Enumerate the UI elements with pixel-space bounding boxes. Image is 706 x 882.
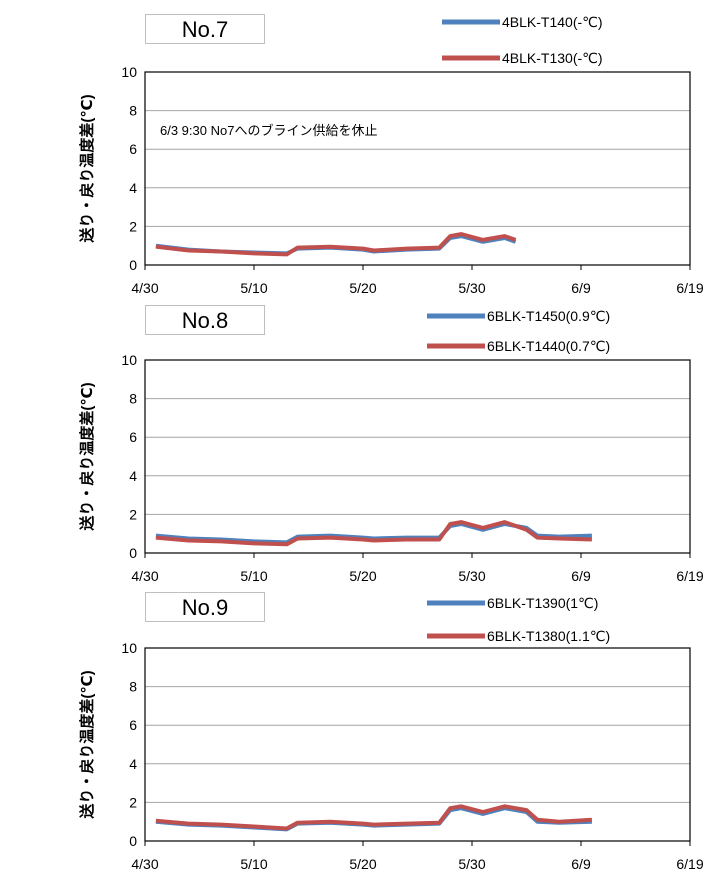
- x-tick-label: 6/19: [676, 280, 703, 296]
- legend-entry: 6BLK-T1390(1℃): [487, 595, 598, 611]
- y-tick-label: 0: [129, 545, 137, 561]
- plot-frame: [144, 647, 691, 842]
- y-tick-label: 10: [121, 64, 137, 80]
- y-tick-label: 2: [129, 794, 137, 810]
- y-tick-label: 2: [129, 218, 137, 234]
- y-tick-label: 2: [129, 506, 137, 522]
- y-tick-label: 4: [129, 180, 137, 196]
- y-tick-label: 4: [129, 756, 137, 772]
- y-tick-label: 6: [129, 717, 137, 733]
- series-line: [155, 804, 593, 831]
- annotation: 6/3 9:30 No7へのブライン供給を休止: [160, 123, 377, 138]
- plot-frame: [144, 359, 691, 554]
- series-line: [155, 520, 592, 547]
- y-tick-label: 10: [121, 352, 137, 368]
- x-tick-label: 4/30: [131, 856, 158, 872]
- y-axis-label: 送り・戻り温度差(℃): [78, 94, 96, 243]
- x-tick-label: 5/30: [458, 856, 485, 872]
- y-tick-label: 0: [129, 257, 137, 273]
- panel-label: No.9: [145, 592, 265, 622]
- panel-label: No.8: [145, 305, 265, 335]
- y-tick-label: 4: [129, 468, 137, 484]
- y-tick-label: 8: [129, 103, 137, 119]
- x-tick-label: 4/30: [131, 280, 158, 296]
- legend-entry: 6BLK-T1450(0.9℃): [487, 308, 610, 324]
- x-tick-label: 5/20: [349, 568, 376, 584]
- x-tick-label: 5/10: [240, 568, 267, 584]
- x-tick-label: 5/10: [240, 280, 267, 296]
- y-tick-label: 8: [129, 679, 137, 695]
- x-tick-label: 6/9: [571, 568, 591, 584]
- panel-label: No.7: [145, 14, 265, 44]
- legend-entry: 4BLK-T130(-℃): [502, 50, 603, 66]
- y-axis-label: 送り・戻り温度差(℃): [78, 382, 96, 531]
- x-tick-label: 6/9: [571, 280, 591, 296]
- x-tick-label: 5/10: [240, 856, 267, 872]
- legend-entry: 4BLK-T140(-℃): [502, 14, 603, 30]
- legend-entry: 6BLK-T1380(1.1℃): [487, 628, 610, 644]
- y-tick-label: 6: [129, 141, 137, 157]
- x-tick-label: 5/30: [458, 280, 485, 296]
- plot-frame: [144, 71, 691, 266]
- series-line: [155, 232, 517, 257]
- legend-entry: 6BLK-T1440(0.7℃): [487, 338, 610, 354]
- y-tick-label: 6: [129, 429, 137, 445]
- x-tick-label: 5/20: [349, 280, 376, 296]
- x-tick-label: 5/30: [458, 568, 485, 584]
- x-tick-label: 4/30: [131, 568, 158, 584]
- x-tick-label: 5/20: [349, 856, 376, 872]
- y-tick-label: 8: [129, 391, 137, 407]
- y-tick-label: 10: [121, 640, 137, 656]
- x-tick-label: 6/19: [676, 856, 703, 872]
- x-tick-label: 6/9: [571, 856, 591, 872]
- y-tick-label: 0: [129, 833, 137, 849]
- x-tick-label: 6/19: [676, 568, 703, 584]
- y-axis-label: 送り・戻り温度差(℃): [78, 670, 96, 819]
